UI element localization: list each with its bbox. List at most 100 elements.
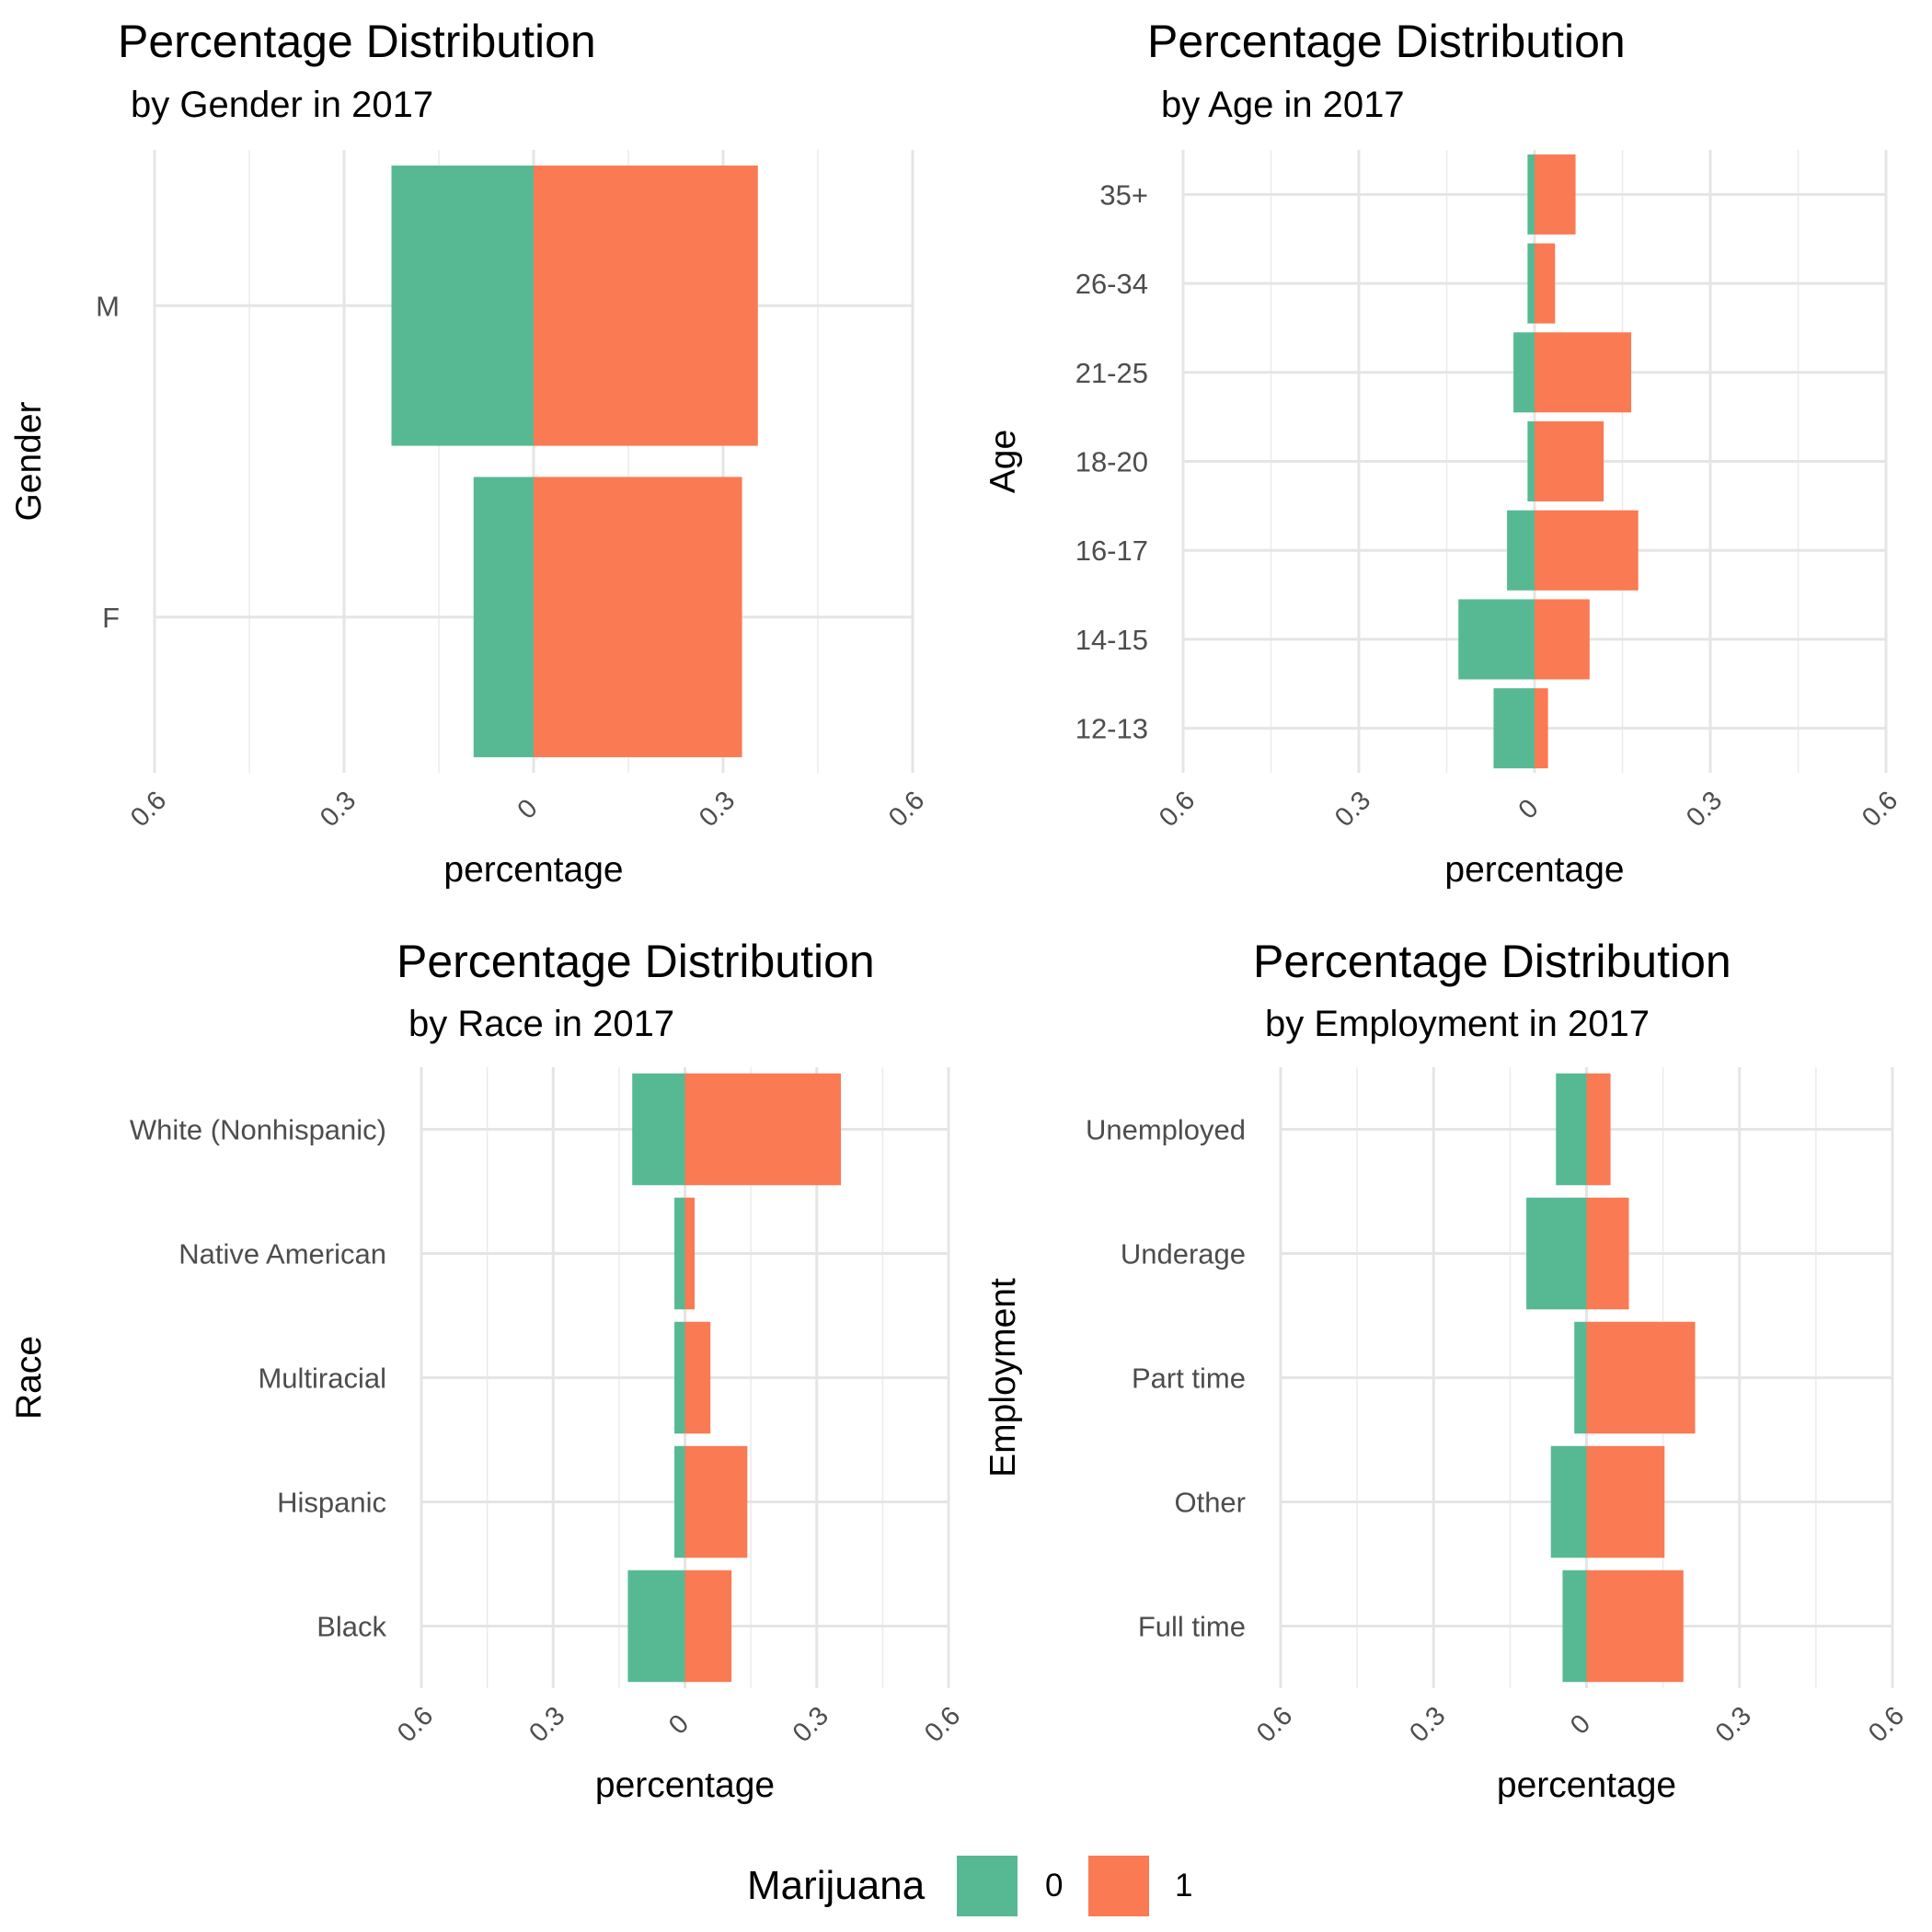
legend: Marijuana 0 1	[0, 1849, 1932, 1923]
bar-14-15-series-0	[1458, 599, 1535, 680]
bar-multiracial-series-0	[674, 1321, 685, 1434]
bar-part-time-series-1	[1586, 1321, 1696, 1434]
bar-f-series-0	[473, 477, 534, 758]
bar-18-20-series-0	[1527, 420, 1535, 502]
bar-black-series-0	[627, 1570, 685, 1683]
y-tick-label: Hispanic	[277, 1487, 386, 1519]
x-tick-label: 0.6	[883, 786, 930, 833]
y-axis-title: Race	[9, 1336, 49, 1420]
legend-key-1	[1088, 1856, 1149, 1916]
y-tick-label: Full time	[1138, 1611, 1246, 1643]
x-tick-label: 0.3	[1710, 1701, 1757, 1748]
x-tick-label: 0.6	[1154, 786, 1201, 833]
x-axis-title: percentage	[443, 850, 623, 890]
bar-m-series-0	[391, 165, 534, 446]
bar-26-34-series-0	[1527, 243, 1535, 324]
bar-12-13-series-0	[1493, 688, 1535, 769]
chart-subtitle: by Race in 2017	[408, 1004, 674, 1044]
x-tick-label: 0.6	[1251, 1701, 1298, 1748]
y-tick-label: Other	[1174, 1487, 1246, 1519]
x-tick-label: 0.3	[1681, 786, 1728, 833]
x-axis-title: percentage	[595, 1765, 775, 1805]
bar-hispanic-series-0	[674, 1445, 685, 1558]
x-tick-label: 0.3	[788, 1701, 834, 1748]
bar-underage-series-0	[1526, 1197, 1587, 1310]
y-axis-title: Employment	[983, 1278, 1023, 1478]
x-tick-label: 0.3	[315, 786, 362, 833]
legend-title: Marijuana	[747, 1863, 926, 1908]
legend-label-1: 1	[1175, 1868, 1193, 1903]
chart-subtitle: by Age in 2017	[1161, 85, 1405, 125]
y-tick-label: Native American	[178, 1238, 386, 1271]
chart-panel-employment: Unemployed Underage Part time Other Full tim…	[983, 936, 1910, 1805]
bar-black-series-1	[684, 1570, 732, 1683]
y-tick-label: 18-20	[1075, 446, 1148, 478]
bar-12-13-series-1	[1535, 688, 1548, 769]
legend-key-0	[957, 1856, 1018, 1916]
chart-title: Percentage Distribution	[118, 16, 596, 67]
bar-part-time-series-0	[1574, 1321, 1587, 1434]
bar-26-34-series-1	[1535, 243, 1556, 324]
bar-hispanic-series-1	[684, 1445, 748, 1558]
y-tick-label: Part time	[1132, 1363, 1246, 1395]
x-tick-label: 0.3	[1329, 786, 1376, 833]
y-tick-label: F	[102, 602, 120, 634]
x-tick-label: 0.6	[125, 786, 172, 833]
y-tick-label: 12-13	[1075, 713, 1148, 745]
y-tick-label: M	[96, 290, 120, 322]
bar-16-17-series-0	[1507, 510, 1535, 591]
chart-title: Percentage Distribution	[1253, 936, 1731, 987]
bar-18-20-series-1	[1535, 420, 1604, 502]
x-tick-label: 0.6	[919, 1701, 966, 1748]
chart-panel-gender: M F 0.6 0.3 0 0.3 0.6 percentage Gender Percentag…	[9, 16, 930, 890]
y-tick-label: Unemployed	[1086, 1114, 1246, 1146]
bar-native-american-series-1	[684, 1197, 696, 1310]
bar-21-25-series-1	[1535, 332, 1632, 413]
bar-full-time-series-0	[1562, 1570, 1587, 1683]
chart-title: Percentage Distribution	[1147, 16, 1626, 67]
x-axis-title: percentage	[1497, 1765, 1676, 1805]
y-tick-label: Underage	[1121, 1238, 1246, 1271]
legend-label-0: 0	[1045, 1868, 1064, 1903]
bar-unemployed-series-1	[1586, 1073, 1611, 1186]
bar-35--series-1	[1535, 154, 1576, 235]
x-tick-label: 0	[1565, 1709, 1596, 1741]
chart-subtitle: by Employment in 2017	[1265, 1004, 1650, 1044]
bar-other-series-1	[1586, 1445, 1665, 1558]
x-tick-label: 0.3	[523, 1701, 570, 1748]
x-tick-label: 0	[663, 1709, 695, 1741]
x-axis-title: percentage	[1444, 850, 1624, 890]
y-tick-label: 16-17	[1075, 535, 1148, 567]
bar-full-time-series-1	[1586, 1570, 1684, 1683]
x-tick-label: 0	[1513, 794, 1545, 825]
y-tick-label: Multiracial	[258, 1363, 386, 1395]
bar-f-series-1	[534, 477, 742, 758]
bar-white-nonhispanic--series-1	[684, 1073, 842, 1186]
chart-subtitle: by Gender in 2017	[131, 85, 433, 125]
y-tick-label: Black	[316, 1611, 386, 1643]
chart-title: Percentage Distribution	[397, 936, 875, 987]
bar-multiracial-series-1	[684, 1321, 711, 1434]
bar-35--series-0	[1527, 154, 1535, 235]
bar-native-american-series-0	[674, 1197, 685, 1310]
bar-other-series-0	[1550, 1445, 1587, 1558]
y-tick-label: 14-15	[1075, 624, 1148, 656]
bar-underage-series-1	[1586, 1197, 1629, 1310]
x-tick-label: 0	[512, 794, 544, 825]
chart-panel-age: 35+ 26-34 21-25 18-20 16-17 14-15 12-13 0.6 0.3 0…	[983, 16, 1903, 890]
bar-16-17-series-1	[1535, 510, 1639, 591]
x-tick-label: 0.6	[392, 1701, 439, 1748]
y-axis-title: Age	[983, 430, 1023, 493]
y-tick-label: White (Nonhispanic)	[130, 1114, 386, 1146]
bar-unemployed-series-0	[1556, 1073, 1587, 1186]
bar-21-25-series-0	[1513, 332, 1535, 413]
x-tick-label: 0.6	[1857, 786, 1903, 833]
bar-m-series-1	[534, 165, 758, 446]
x-tick-label: 0.3	[1404, 1701, 1451, 1748]
x-tick-label: 0.6	[1863, 1701, 1910, 1748]
y-axis-title: Gender	[9, 401, 49, 521]
y-tick-label: 35+	[1099, 178, 1148, 211]
y-tick-label: 26-34	[1075, 268, 1148, 300]
bar-14-15-series-1	[1535, 599, 1590, 680]
